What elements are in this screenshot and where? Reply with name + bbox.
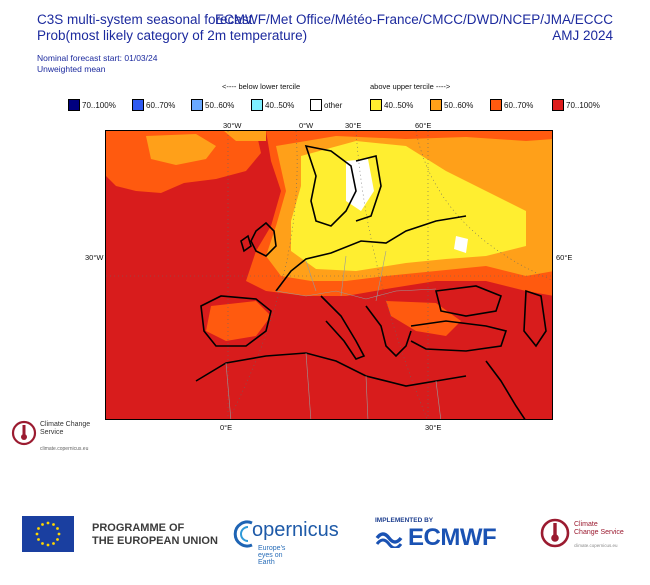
implemented-by-label: IMPLEMENTED BY xyxy=(375,517,434,524)
map-canvas xyxy=(106,131,552,419)
ccs-name-large: Climate Change Service xyxy=(574,521,624,536)
ccs-url: climate.copernicus.eu xyxy=(40,446,89,452)
legend-swatch xyxy=(370,99,382,111)
systems-list: ECMWF/Met Office/Météo-France/CMCC/DWD/N… xyxy=(214,12,613,27)
copernicus-wordmark: opernicus xyxy=(252,519,339,541)
axis-left-label: 30°W xyxy=(85,253,104,262)
coastlines xyxy=(195,144,547,419)
forecast-map xyxy=(105,130,553,420)
eu-flag-icon xyxy=(22,516,74,552)
country-borders xyxy=(225,250,442,419)
legend-swatch xyxy=(68,99,80,111)
legend: 70..100% 60..70% 50..60% 40..50% other 4… xyxy=(65,98,625,114)
legend-swatch xyxy=(191,99,203,111)
legend-swatch xyxy=(132,99,144,111)
prob-field-other xyxy=(454,236,468,253)
legend-item: 60..70% xyxy=(132,98,175,112)
axis-top-label: 30°W xyxy=(223,121,242,130)
legend-item: other xyxy=(310,98,342,112)
map-title: C3S multi-system seasonal forecast Prob(… xyxy=(37,12,307,44)
axis-top-label: 60°E xyxy=(415,121,432,130)
systems-block: ECMWF/Met Office/Météo-France/CMCC/DWD/N… xyxy=(215,12,613,44)
axis-bottom-label: 30°E xyxy=(425,423,442,432)
legend-swatch xyxy=(490,99,502,111)
legend-swatch xyxy=(310,99,322,111)
prob-field-60-70 xyxy=(206,301,271,341)
legend-swatch xyxy=(251,99,263,111)
subtitle: Nominal forecast start: 01/03/24 Unweigh… xyxy=(37,53,157,75)
legend-item: 40..50% xyxy=(251,98,294,112)
ccs-url-large: climate.copernicus.eu xyxy=(574,543,618,548)
weighting: Unweighted mean xyxy=(37,64,106,74)
legend-above-label: above upper tercile ----> xyxy=(370,82,451,91)
axis-right-label: 60°E xyxy=(556,253,573,262)
legend-item: 60..70% xyxy=(490,98,533,112)
legend-swatch xyxy=(430,99,442,111)
climate-change-service-logo-small: Climate Change Service climate.copernicu… xyxy=(10,417,100,457)
nominal-start: Nominal forecast start: 01/03/24 xyxy=(37,53,158,63)
axis-bottom-label: 0°E xyxy=(220,423,233,432)
prob-field-60-70 xyxy=(386,301,461,336)
legend-item: 50..60% xyxy=(191,98,234,112)
ecmwf-wave-icon xyxy=(375,532,403,548)
legend-item: 40..50% xyxy=(370,98,413,112)
prob-field-50-60 xyxy=(224,131,266,141)
legend-item: 50..60% xyxy=(430,98,473,112)
title-line-2: Prob(most likely category of 2m temperat… xyxy=(37,28,308,43)
prob-field-50-60 xyxy=(146,134,216,165)
eu-programme-text: PROGRAMME OF THE EUROPEAN UNION xyxy=(92,522,218,547)
graticule xyxy=(106,131,552,419)
axis-top-label: 0°W xyxy=(299,121,314,130)
ccs-name: Climate Change Service xyxy=(40,421,91,436)
axis-top-label: 30°E xyxy=(345,121,362,130)
ecmwf-wordmark: ECMWF xyxy=(408,524,497,551)
legend-swatch xyxy=(552,99,564,111)
thermometer-icon xyxy=(540,518,570,548)
legend-below-label: <---- below lower tercile xyxy=(222,82,301,91)
copernicus-tagline: Europe's eyes on Earth xyxy=(258,545,286,566)
thermometer-icon xyxy=(11,420,37,446)
title-line-1: C3S multi-system seasonal forecast xyxy=(37,12,253,27)
copernicus-c-icon xyxy=(233,520,253,548)
season-label: AMJ 2024 xyxy=(552,28,613,43)
legend-item: 70..100% xyxy=(552,98,600,112)
legend-item: 70..100% xyxy=(68,98,116,112)
